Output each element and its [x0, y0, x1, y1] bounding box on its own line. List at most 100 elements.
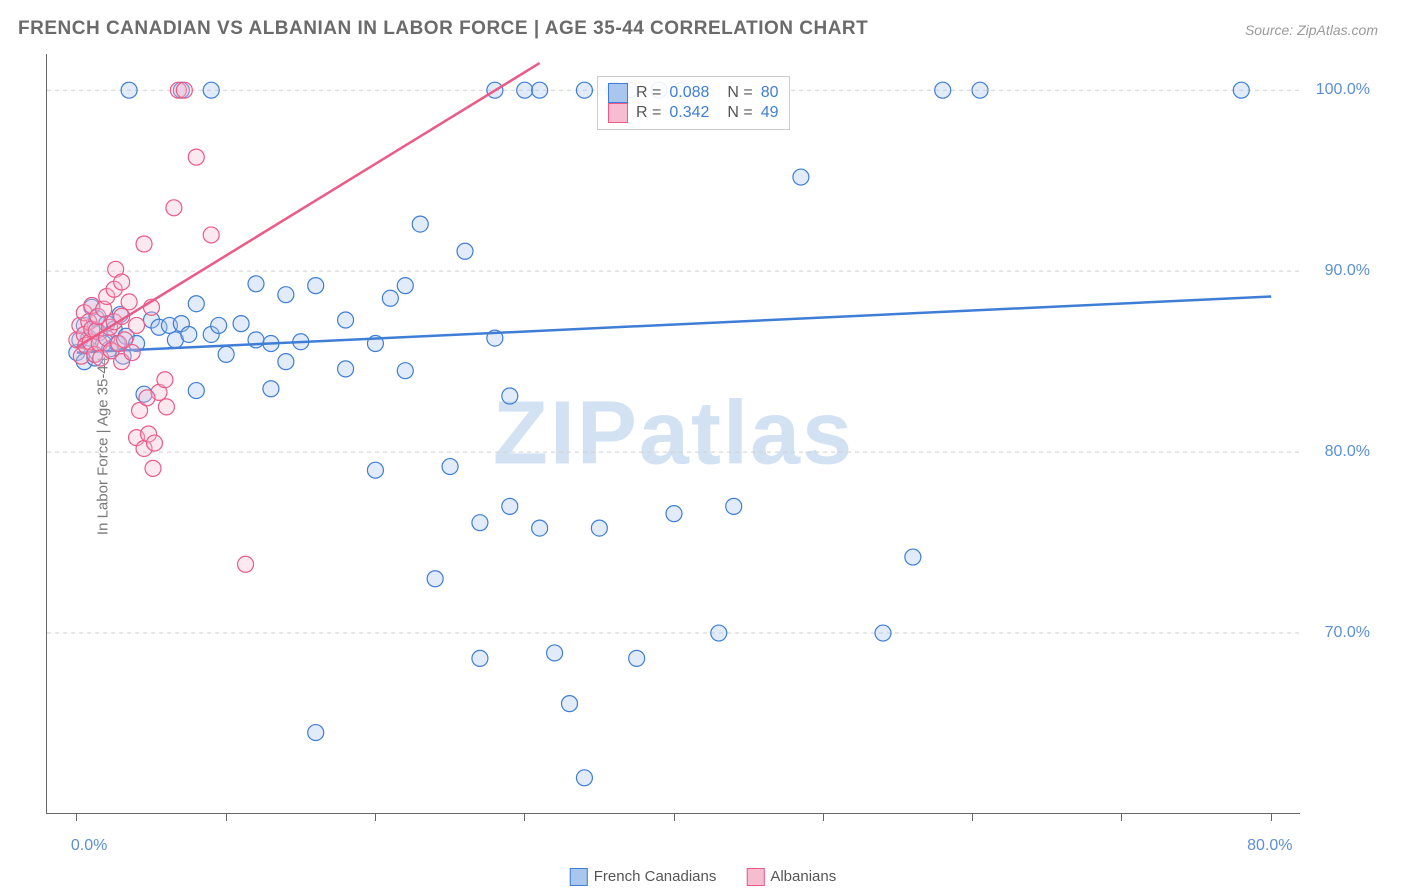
scatter-point	[121, 82, 137, 98]
scatter-point	[308, 725, 324, 741]
annotation-row: R = 0.088 N = 80	[608, 83, 779, 103]
x-tick	[76, 813, 77, 821]
scatter-point	[666, 506, 682, 522]
x-tick-label: 0.0%	[71, 837, 107, 855]
scatter-point	[278, 354, 294, 370]
x-tick	[1121, 813, 1122, 821]
annot-r-label: R =	[636, 104, 661, 122]
scatter-point	[203, 227, 219, 243]
source-credit: Source: ZipAtlas.com	[1245, 22, 1378, 38]
scatter-point	[905, 549, 921, 565]
chart-container: { "title": "FRENCH CANADIAN VS ALBANIAN …	[0, 0, 1406, 892]
scatter-point	[532, 520, 548, 536]
legend-item: French Canadians	[570, 868, 717, 886]
scatter-point	[145, 460, 161, 476]
y-tick-label: 100.0%	[1316, 81, 1370, 99]
scatter-point	[397, 363, 413, 379]
y-tick-label: 90.0%	[1325, 262, 1370, 280]
y-tick-label: 70.0%	[1325, 624, 1370, 642]
scatter-point	[562, 696, 578, 712]
scatter-point	[502, 388, 518, 404]
scatter-point	[248, 276, 264, 292]
scatter-point	[181, 326, 197, 342]
scatter-point	[875, 625, 891, 641]
plot-area: ZIPatlas R =0.088N =80R =0.342N =49 70.0…	[46, 54, 1300, 814]
legend-item: Albanians	[746, 868, 836, 886]
legend-swatch	[570, 868, 588, 886]
scatter-point	[576, 82, 592, 98]
scatter-point	[124, 345, 140, 361]
x-tick	[1271, 813, 1272, 821]
scatter-point	[146, 435, 162, 451]
x-tick	[674, 813, 675, 821]
scatter-point	[547, 645, 563, 661]
scatter-point	[188, 296, 204, 312]
scatter-point	[412, 216, 428, 232]
scatter-point	[793, 169, 809, 185]
scatter-point	[166, 200, 182, 216]
scatter-svg	[47, 54, 1301, 814]
legend-swatch	[608, 83, 628, 103]
trend-line	[77, 63, 540, 347]
annot-n-value: 49	[761, 104, 779, 122]
annot-n-value: 80	[761, 84, 779, 102]
scatter-point	[457, 243, 473, 259]
scatter-point	[1233, 82, 1249, 98]
annot-n-label: N =	[727, 104, 752, 122]
scatter-point	[308, 278, 324, 294]
scatter-point	[472, 650, 488, 666]
scatter-point	[397, 278, 413, 294]
scatter-point	[711, 625, 727, 641]
trend-line	[77, 296, 1271, 352]
legend-swatch	[746, 868, 764, 886]
scatter-point	[158, 399, 174, 415]
scatter-point	[157, 372, 173, 388]
scatter-point	[203, 82, 219, 98]
scatter-point	[136, 236, 152, 252]
scatter-point	[278, 287, 294, 303]
scatter-point	[338, 312, 354, 328]
annot-r-value: 0.088	[669, 84, 709, 102]
scatter-point	[472, 515, 488, 531]
legend-bottom: French Canadians Albanians	[570, 868, 836, 886]
x-tick-label: 80.0%	[1247, 837, 1292, 855]
x-tick	[972, 813, 973, 821]
scatter-point	[263, 381, 279, 397]
scatter-point	[502, 498, 518, 514]
scatter-point	[176, 82, 192, 98]
scatter-point	[238, 556, 254, 572]
legend-swatch	[608, 103, 628, 123]
scatter-point	[233, 316, 249, 332]
scatter-point	[114, 274, 130, 290]
scatter-point	[211, 317, 227, 333]
scatter-point	[367, 462, 383, 478]
scatter-point	[972, 82, 988, 98]
correlation-annotation-box: R =0.088N =80R =0.342N =49	[597, 76, 790, 130]
scatter-point	[576, 770, 592, 786]
scatter-point	[382, 290, 398, 306]
x-tick	[226, 813, 227, 821]
scatter-point	[629, 650, 645, 666]
scatter-point	[139, 390, 155, 406]
annot-r-label: R =	[636, 84, 661, 102]
scatter-point	[591, 520, 607, 536]
scatter-point	[188, 383, 204, 399]
scatter-point	[935, 82, 951, 98]
annotation-row: R =0.342N =49	[608, 103, 779, 123]
scatter-point	[218, 346, 234, 362]
x-tick	[375, 813, 376, 821]
scatter-point	[129, 317, 145, 333]
scatter-point	[427, 571, 443, 587]
chart-title: FRENCH CANADIAN VS ALBANIAN IN LABOR FOR…	[18, 18, 868, 40]
annot-n-label: N =	[727, 84, 752, 102]
scatter-point	[338, 361, 354, 377]
scatter-point	[442, 459, 458, 475]
x-tick	[823, 813, 824, 821]
scatter-point	[188, 149, 204, 165]
x-tick	[524, 813, 525, 821]
legend-label: Albanians	[770, 868, 836, 885]
y-tick-label: 80.0%	[1325, 443, 1370, 461]
scatter-point	[121, 294, 137, 310]
scatter-point	[517, 82, 533, 98]
legend-label: French Canadians	[594, 868, 717, 885]
